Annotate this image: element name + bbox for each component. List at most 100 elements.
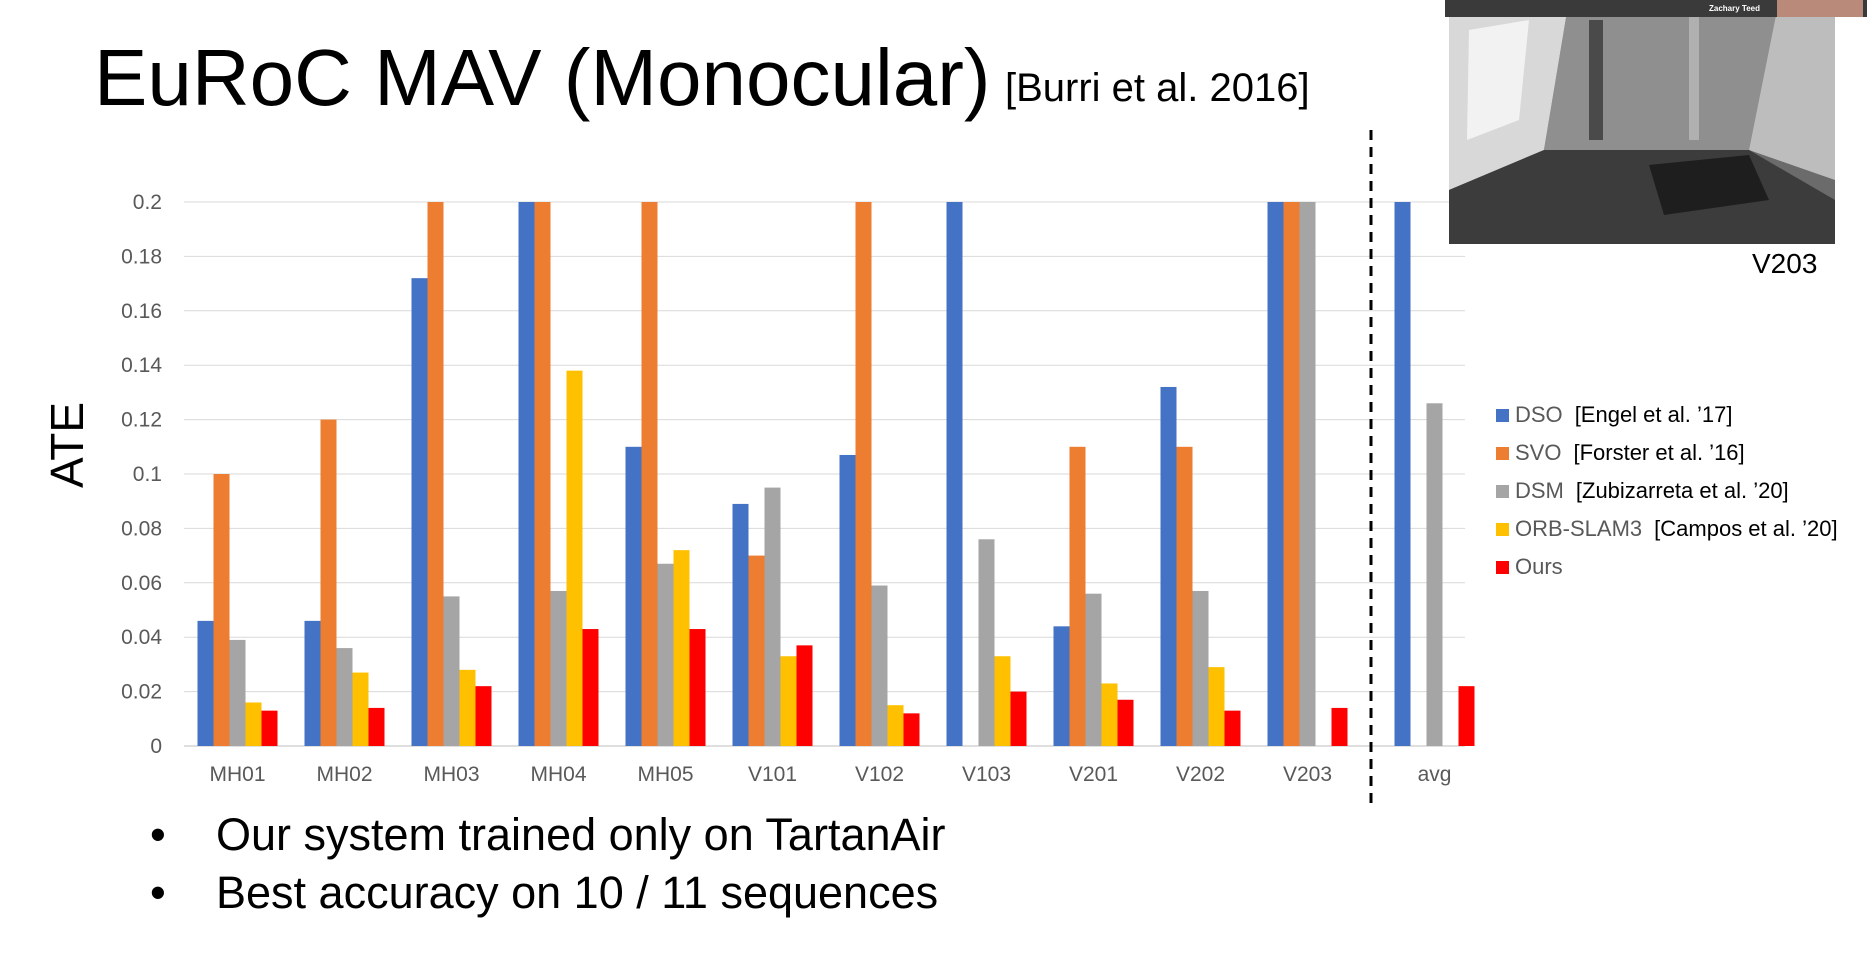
bar-ours (475, 686, 492, 746)
speaker-avatar (1777, 0, 1863, 17)
x-tick-label: MH01 (209, 763, 265, 786)
bar-dsm (1426, 403, 1443, 746)
bar-ours (1117, 699, 1134, 746)
bar-svo (1283, 202, 1300, 746)
x-tick-label: avg (1418, 763, 1452, 786)
bar-svo (855, 202, 872, 746)
bar-svo (641, 202, 658, 746)
bar-orb-slam3 (673, 550, 690, 746)
bar-orb-slam3 (566, 370, 583, 746)
bar-orb-slam3 (780, 656, 797, 746)
bar-orb-slam3 (1101, 683, 1118, 746)
speaker-strip: Zachary Teed (1445, 0, 1867, 17)
bullet-dot: • (150, 867, 166, 918)
x-tick-label: V202 (1176, 763, 1225, 786)
bullet-item: • Best accuracy on 10 / 11 sequences (150, 864, 946, 922)
bar-svo (213, 474, 230, 746)
slide-citation: [Burri et al. 2016] (1005, 66, 1310, 110)
legend-citation: [Engel et al. ’17] (1574, 402, 1733, 427)
y-tick-label: 0.06 (121, 572, 162, 595)
bar-dso (411, 278, 428, 746)
x-tick-label: V103 (962, 763, 1011, 786)
bar-ours (582, 629, 599, 746)
bar-dsm (764, 487, 781, 746)
y-tick-label: 0.2 (133, 191, 162, 214)
chart-legend: DSO [Engel et al. ’17] SVO [Forster et al. … (1496, 396, 1838, 586)
legend-series-name: ORB-SLAM3 (1515, 516, 1643, 541)
legend-swatch (1496, 484, 1509, 498)
legend-series-name: DSM (1515, 478, 1564, 503)
legend-series-name: DSO (1515, 402, 1563, 427)
x-tick-label: MH03 (423, 763, 479, 786)
y-tick-label: 0.12 (121, 409, 162, 432)
bar-dso (625, 446, 642, 746)
bar-svo (320, 419, 337, 746)
legend-item: DSO [Engel et al. ’17] (1496, 396, 1838, 434)
bar-dsm (550, 590, 567, 746)
y-tick-label: 0.18 (121, 245, 162, 268)
legend-citation: [Forster et al. ’16] (1573, 440, 1745, 465)
legend-swatch (1496, 560, 1509, 574)
x-tick-label: MH05 (637, 763, 693, 786)
bar-orb-slam3 (994, 656, 1011, 746)
bullet-item: • Our system trained only on TartanAir (150, 806, 946, 864)
bar-dso (1053, 626, 1070, 746)
x-tick-label: V102 (855, 763, 904, 786)
bullet-text: Our system trained only on TartanAir (216, 809, 946, 860)
bar-dso (1267, 202, 1284, 746)
bar-dso (732, 503, 749, 746)
bar-svo (427, 202, 444, 746)
slide-title: EuRoC MAV (Monocular) (94, 33, 991, 122)
bar-ours (796, 645, 813, 746)
bar-orb-slam3 (245, 702, 262, 746)
y-tick-label: 0.16 (121, 300, 162, 323)
bar-svo (748, 555, 765, 746)
video-frame-image (1449, 0, 1835, 244)
bar-dso (304, 620, 321, 746)
y-tick-label: 0 (150, 735, 162, 758)
bar-dso (839, 454, 856, 746)
bar-dsm (978, 539, 995, 746)
bar-dsm (871, 585, 888, 746)
y-tick-label: 0.1 (133, 463, 162, 486)
bar-ours (261, 710, 278, 746)
legend-item: ORB-SLAM3 [Campos et al. ’20] (1496, 510, 1838, 548)
x-tick-label: V201 (1069, 763, 1118, 786)
legend-item: DSM [Zubizarreta et al. ’20] (1496, 472, 1838, 510)
bullet-dot: • (150, 809, 166, 860)
bar-dsm (1192, 590, 1209, 746)
bar-orb-slam3 (352, 672, 369, 746)
speaker-name: Zachary Teed (1709, 4, 1760, 13)
bar-orb-slam3 (887, 705, 904, 746)
bar-orb-slam3 (459, 669, 476, 746)
bar-ours (1458, 686, 1475, 746)
bar-ours (689, 629, 706, 746)
bar-dsm (229, 639, 246, 746)
x-tick-label: V101 (748, 763, 797, 786)
legend-item: Ours (1496, 548, 1838, 586)
bar-orb-slam3 (1208, 667, 1225, 746)
legend-swatch (1496, 408, 1509, 422)
video-thumbnail (1449, 0, 1835, 244)
bar-dsm (1085, 593, 1102, 746)
bar-dso (197, 620, 214, 746)
y-tick-label: 0.02 (121, 681, 162, 704)
legend-swatch (1496, 522, 1509, 536)
legend-swatch (1496, 446, 1509, 460)
x-tick-label: V203 (1283, 763, 1332, 786)
bar-dsm (1299, 202, 1316, 746)
bullet-text: Best accuracy on 10 / 11 sequences (216, 867, 939, 918)
x-tick-label: MH02 (316, 763, 372, 786)
legend-series-name: SVO (1515, 440, 1562, 465)
bar-dso (518, 202, 535, 746)
legend-citation: [Campos et al. ’20] (1654, 516, 1838, 541)
bar-dsm (336, 648, 353, 746)
bullet-list: • Our system trained only on TartanAir •… (150, 806, 946, 922)
bar-svo (1176, 446, 1193, 746)
bar-ours (903, 713, 920, 746)
bar-dsm (443, 596, 460, 746)
bar-ours (1331, 707, 1348, 746)
bar-svo (1069, 446, 1086, 746)
legend-item: SVO [Forster et al. ’16] (1496, 434, 1838, 472)
